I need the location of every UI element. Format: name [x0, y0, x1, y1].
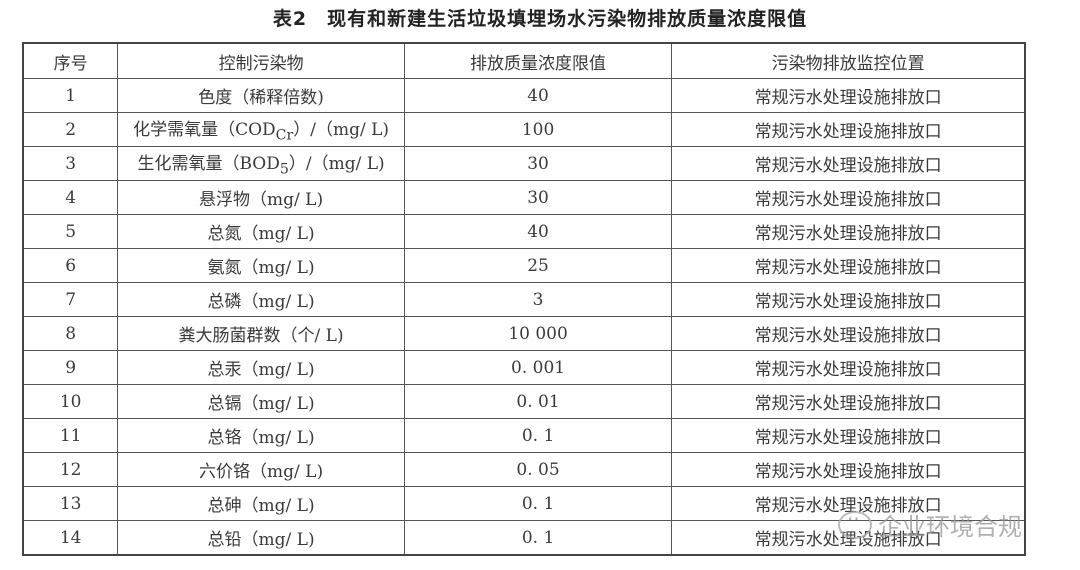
cell-index: 3 [22, 146, 119, 181]
cell-index: 9 [22, 350, 119, 385]
cell-pollutant: 总镉（mg/ L) [117, 384, 405, 419]
header-index: 序号 [22, 42, 119, 79]
cell-pollutant: 粪大肠菌群数（个/ L) [117, 316, 405, 351]
cell-location: 常规污水处理设施排放口 [671, 350, 1026, 385]
cell-index: 13 [22, 486, 119, 521]
table-header-row: 序号 控制污染物 排放质量浓度限值 污染物排放监控位置 [22, 42, 1026, 79]
table-row: 2 化学需氧量（CODCr）/（mg/ L) 100 常规污水处理设施排放口 [22, 112, 1026, 147]
cell-limit: 30 [403, 146, 673, 181]
cell-location: 常规污水处理设施排放口 [671, 112, 1026, 147]
cell-limit: 0. 05 [403, 452, 673, 487]
cell-pollutant: 总砷（mg/ L) [117, 486, 405, 521]
cell-pollutant: 总磷（mg/ L) [117, 282, 405, 317]
cell-index: 8 [22, 316, 119, 351]
cell-pollutant: 化学需氧量（CODCr）/（mg/ L) [117, 112, 405, 147]
cell-limit: 100 [403, 112, 673, 147]
cell-pollutant: 总汞（mg/ L) [117, 350, 405, 385]
watermark-text: 企业环境合规 [878, 513, 1022, 541]
cell-pollutant: 悬浮物（mg/ L) [117, 180, 405, 215]
table-row: 7 总磷（mg/ L) 3 常规污水处理设施排放口 [22, 282, 1026, 317]
header-location: 污染物排放监控位置 [671, 42, 1026, 79]
cell-pollutant: 生化需氧量（BOD5）/（mg/ L) [117, 146, 405, 181]
cell-limit: 10 000 [403, 316, 673, 351]
cell-index: 4 [22, 180, 119, 215]
cell-index: 11 [22, 418, 119, 453]
cell-limit: 0. 1 [403, 418, 673, 453]
cell-pollutant: 总铬（mg/ L) [117, 418, 405, 453]
cell-limit: 25 [403, 248, 673, 283]
cell-limit: 30 [403, 180, 673, 215]
cell-location: 常规污水处理设施排放口 [671, 78, 1026, 113]
cell-limit: 0. 01 [403, 384, 673, 419]
table-row: 8 粪大肠菌群数（个/ L) 10 000 常规污水处理设施排放口 [22, 316, 1026, 351]
cell-location: 常规污水处理设施排放口 [671, 248, 1026, 283]
cell-index: 10 [22, 384, 119, 419]
table-title: 表2 现有和新建生活垃圾填埋场水污染物排放质量浓度限值 [272, 8, 808, 30]
cell-location: 常规污水处理设施排放口 [671, 418, 1026, 453]
cell-index: 2 [22, 112, 119, 147]
cell-index: 12 [22, 452, 119, 487]
cell-pollutant: 色度（稀释倍数) [117, 78, 405, 113]
table-row: 6 氨氮（mg/ L) 25 常规污水处理设施排放口 [22, 248, 1026, 283]
cell-index: 1 [22, 78, 119, 113]
table-row: 5 总氮（mg/ L) 40 常规污水处理设施排放口 [22, 214, 1026, 249]
watermark: 企业环境合规 [838, 507, 1022, 542]
header-pollutant: 控制污染物 [117, 42, 405, 79]
cell-index: 14 [22, 520, 119, 556]
cell-location: 常规污水处理设施排放口 [671, 316, 1026, 351]
cell-pollutant: 六价铬（mg/ L) [117, 452, 405, 487]
cell-limit: 0. 1 [403, 520, 673, 556]
table-row: 13 总砷（mg/ L) 0. 1 常规污水处理设施排放口 [22, 486, 1026, 521]
cell-limit: 3 [403, 282, 673, 317]
header-limit: 排放质量浓度限值 [403, 42, 673, 79]
cell-index: 5 [22, 214, 119, 249]
cell-location: 常规污水处理设施排放口 [671, 282, 1026, 317]
table-row: 12 六价铬（mg/ L) 0. 05 常规污水处理设施排放口 [22, 452, 1026, 487]
cell-pollutant: 总铅（mg/ L) [117, 520, 405, 556]
cell-location: 常规污水处理设施排放口 [671, 180, 1026, 215]
cell-limit: 40 [403, 78, 673, 113]
table-row: 9 总汞（mg/ L) 0. 001 常规污水处理设施排放口 [22, 350, 1026, 385]
cell-index: 7 [22, 282, 119, 317]
cell-limit: 40 [403, 214, 673, 249]
cell-location: 常规污水处理设施排放口 [671, 452, 1026, 487]
cell-limit: 0. 001 [403, 350, 673, 385]
table-row: 3 生化需氧量（BOD5）/（mg/ L) 30 常规污水处理设施排放口 [22, 146, 1026, 181]
cell-pollutant: 氨氮（mg/ L) [117, 248, 405, 283]
wechat-icon [838, 507, 872, 539]
table-row: 4 悬浮物（mg/ L) 30 常规污水处理设施排放口 [22, 180, 1026, 215]
table-row: 10 总镉（mg/ L) 0. 01 常规污水处理设施排放口 [22, 384, 1026, 419]
cell-location: 常规污水处理设施排放口 [671, 214, 1026, 249]
cell-pollutant: 总氮（mg/ L) [117, 214, 405, 249]
table-row: 1 色度（稀释倍数) 40 常规污水处理设施排放口 [22, 78, 1026, 113]
pollutant-limits-table: 序号 控制污染物 排放质量浓度限值 污染物排放监控位置 1 色度（稀释倍数) 40 常… [22, 42, 1026, 556]
cell-limit: 0. 1 [403, 486, 673, 521]
cell-location: 常规污水处理设施排放口 [671, 146, 1026, 181]
cell-index: 6 [22, 248, 119, 283]
table-row: 11 总铬（mg/ L) 0. 1 常规污水处理设施排放口 [22, 418, 1026, 453]
cell-location: 常规污水处理设施排放口 [671, 384, 1026, 419]
